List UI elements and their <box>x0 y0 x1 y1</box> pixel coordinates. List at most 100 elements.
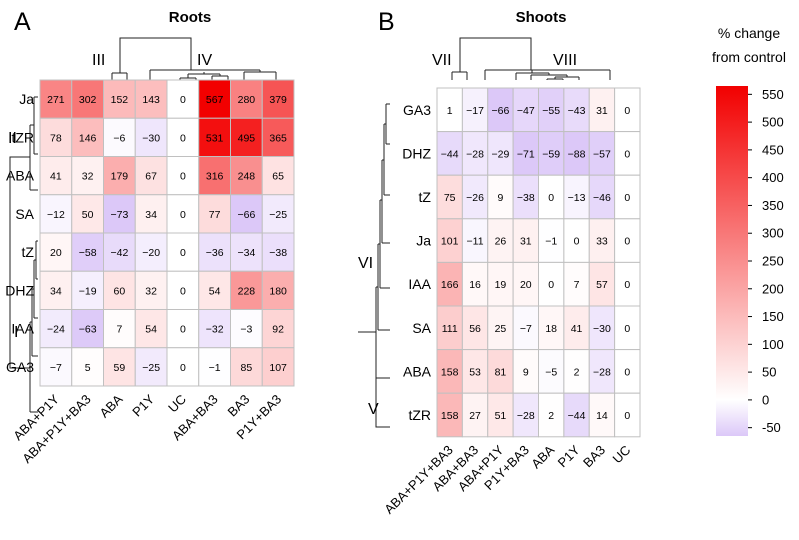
shoots-cell-value: −47 <box>517 105 535 117</box>
shoots-cell-value: 7 <box>574 279 580 291</box>
roots-column-label: UC <box>165 392 189 416</box>
shoots-cell <box>512 305 539 351</box>
roots-cell-value: 54 <box>145 324 157 336</box>
roots-cell-value: 0 <box>180 94 186 106</box>
roots-cell <box>39 194 73 234</box>
roots-cell-value: 143 <box>142 94 160 106</box>
shoots-row-label: SA <box>412 320 431 336</box>
roots-cell-value: 67 <box>145 171 157 183</box>
roots-cell <box>166 270 200 310</box>
shoots-row-label: DHZ <box>402 145 431 161</box>
shoots-cell <box>512 349 539 394</box>
shoots-cell-value: 0 <box>548 192 554 204</box>
cluster-label-iv: IV <box>197 52 212 69</box>
shoots-cell-value: −59 <box>542 148 560 160</box>
shoots-cell <box>563 174 590 220</box>
cluster-label-viii: VIII <box>553 52 577 69</box>
roots-cell-value: 7 <box>116 324 122 336</box>
roots-cell <box>230 347 263 387</box>
shoots-cell <box>461 218 489 263</box>
roots-cell-value: 32 <box>82 171 94 183</box>
roots-cell-value: 32 <box>145 285 157 297</box>
legend-tick-label: -50 <box>762 420 781 435</box>
roots-cell-value: −38 <box>269 247 287 259</box>
legend-tick-label: 400 <box>762 170 784 185</box>
roots-cell-value: 34 <box>145 209 157 221</box>
shoots-cell-value: −17 <box>466 105 484 117</box>
cluster-label-vii: VII <box>432 52 452 69</box>
roots-cell <box>39 79 73 119</box>
shoots-cell <box>436 131 463 176</box>
roots-cell <box>261 194 295 234</box>
shoots-column-label: P1Y <box>555 442 583 470</box>
roots-row-branch-i <box>29 240 38 413</box>
roots-cell <box>230 79 263 119</box>
shoots-cell <box>487 87 514 133</box>
roots-cell <box>103 156 136 196</box>
shoots-cell <box>563 131 590 176</box>
shoots-cell-value: −57 <box>593 148 611 160</box>
roots-row-branch-ii <box>29 96 38 191</box>
shoots-cell-value: −88 <box>568 148 586 160</box>
shoots-cell-value: −11 <box>467 236 484 248</box>
shoots-cell-value: −66 <box>492 105 510 117</box>
shoots-cell-value: 9 <box>498 192 504 204</box>
roots-cell <box>166 309 200 349</box>
roots-cell <box>134 194 168 234</box>
roots-cell-value: 0 <box>180 132 186 144</box>
roots-cell-value: 379 <box>269 94 287 106</box>
shoots-dendrogram <box>358 37 611 428</box>
legend-tick-label: 350 <box>762 198 784 213</box>
shoots-cell <box>461 305 489 351</box>
shoots-cell-value: −28 <box>517 410 535 422</box>
shoots-cell-value: −28 <box>593 366 611 378</box>
roots-cell <box>71 347 104 387</box>
roots-title: Roots <box>169 9 212 26</box>
shoots-cell-value: 20 <box>520 279 532 291</box>
roots-panel: A Roots III IV II I 271 302 152 143 0 567 280 3… <box>5 8 295 466</box>
roots-cell-value: 271 <box>47 94 65 106</box>
roots-cell-value: −34 <box>237 247 255 259</box>
shoots-cell-value: 0 <box>624 410 630 422</box>
roots-cell-value: 92 <box>272 324 284 336</box>
roots-cell <box>39 117 73 157</box>
shoots-heatmap-cells: 1 −17 −66 −47 −55 −43 31 0−44 −28 −29 −71 −59 −88 −57… <box>436 87 641 438</box>
roots-cell-value: 531 <box>206 132 224 144</box>
shoots-cell <box>436 305 463 351</box>
shoots-cell-value: 0 <box>624 236 630 248</box>
roots-cell-value: 41 <box>50 171 62 183</box>
shoots-cell <box>487 174 514 220</box>
shoots-cell-value: 0 <box>574 236 580 248</box>
roots-cell <box>39 270 73 310</box>
shoots-col-root <box>459 37 532 72</box>
roots-cell-value: 59 <box>114 362 126 374</box>
cluster-label-iii: III <box>92 52 105 69</box>
roots-cell <box>134 309 168 349</box>
shoots-cell-value: −13 <box>568 192 586 204</box>
roots-cell-value: −3 <box>240 324 252 336</box>
roots-row-label: DHZ <box>5 282 34 298</box>
roots-cell <box>103 117 136 157</box>
shoots-cell-value: 0 <box>624 105 630 117</box>
shoots-cell-value: −26 <box>466 192 484 204</box>
cluster-label-vi: VI <box>358 255 373 272</box>
shoots-cell <box>588 392 616 438</box>
shoots-cell-value: −44 <box>568 410 586 422</box>
roots-cell-value: 152 <box>111 94 129 106</box>
roots-cell-value: 179 <box>111 171 129 183</box>
shoots-cell-value: 25 <box>495 323 507 335</box>
shoots-row-branch-v <box>375 332 390 428</box>
legend-tick-label: 250 <box>762 254 784 269</box>
roots-cell <box>166 347 200 387</box>
cluster-label-ii: II <box>8 130 17 147</box>
shoots-cell-value: 9 <box>523 366 529 378</box>
roots-cell-value: 316 <box>206 171 224 183</box>
roots-row-label: IAA <box>11 321 34 337</box>
shoots-cell <box>588 131 616 176</box>
shoots-cell-value: −38 <box>517 192 535 204</box>
legend-tick-label: 100 <box>762 337 784 352</box>
roots-cell-value: −66 <box>237 209 255 221</box>
roots-cell-value: 77 <box>209 209 221 221</box>
